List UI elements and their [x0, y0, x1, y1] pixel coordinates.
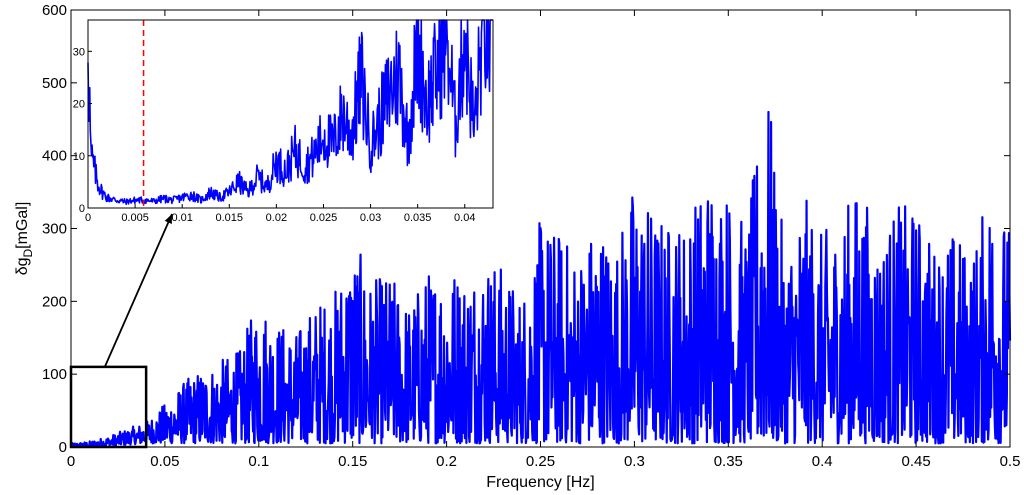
- inset-y-tick-label: 0: [79, 203, 85, 215]
- zoom-arrow-head: [164, 214, 172, 224]
- inset-y-tick-label: 20: [73, 99, 85, 111]
- inset-x-tick-label: 0.03: [360, 212, 381, 224]
- y-tick-label: 200: [42, 293, 67, 310]
- inset-axes-frame: [87, 19, 494, 209]
- x-tick-label: 0.25: [526, 453, 555, 470]
- x-tick-label: 0.2: [436, 453, 457, 470]
- x-tick-label: 0.1: [248, 453, 269, 470]
- inset-y-tick-label: 10: [73, 151, 85, 163]
- x-tick-label: 0: [67, 453, 75, 470]
- x-tick-label: 0.35: [714, 453, 743, 470]
- x-tick-label: 0.3: [624, 453, 645, 470]
- main-series-line: [69, 110, 1012, 448]
- y-axis-title: δgD[mGal]: [14, 202, 35, 276]
- y-tick-label: 300: [42, 221, 67, 238]
- y-axis-title-main: δg: [14, 257, 31, 275]
- inset-x-tick-label: 0.04: [454, 212, 475, 224]
- y-axis-title-subscript: D: [21, 248, 35, 257]
- x-tick-label: 0.5: [1000, 453, 1021, 470]
- inset-plot-area: 0 0.005 0.01 0.015 0.02 0.025 0.03 0.035 0.04 0 10…: [73, 19, 494, 224]
- zoom-arrow-shaft: [103, 213, 173, 368]
- main-annotations: [69, 213, 173, 449]
- inset-y-tick-label: 30: [73, 46, 85, 58]
- main-plot-area: 0 0.05 0.1 0.15 0.2 0.25 0.3 0.35 0.4 0.45 0.50100…: [42, 2, 1020, 470]
- x-axis-title: Frequency [Hz]: [486, 474, 594, 491]
- main-axis-ticks: 0 0.05 0.1 0.15 0.2 0.25 0.3 0.35 0.4 0.45 0.50100…: [42, 2, 1020, 470]
- inset-x-tick-label: 0.01: [171, 212, 192, 224]
- y-tick-label: 500: [42, 75, 67, 92]
- main-data-layer: [69, 110, 1012, 448]
- x-tick-label: 0.45: [901, 453, 930, 470]
- y-tick-label: 600: [42, 2, 67, 19]
- inset-x-tick-label: 0.035: [404, 212, 432, 224]
- y-axis-title-unit: [mGal]: [14, 202, 31, 249]
- inset-axis-ticks: 0 0.005 0.01 0.015 0.02 0.025 0.03 0.035 0.04 0 10…: [73, 46, 476, 224]
- inset-series-line: [87, 19, 494, 206]
- inset-x-tick-label: 0: [85, 212, 91, 224]
- inset-x-tick-label: 0.005: [121, 212, 149, 224]
- x-tick-label: 0.15: [338, 453, 367, 470]
- x-tick-label: 0.4: [812, 453, 833, 470]
- inset-x-tick-label: 0.015: [216, 212, 244, 224]
- inset-data-layer: [87, 19, 494, 208]
- y-tick-label: 0: [59, 439, 67, 456]
- inset-x-tick-label: 0.025: [310, 212, 338, 224]
- zoom-box: [69, 365, 148, 449]
- y-tick-label: 100: [42, 366, 67, 383]
- y-tick-label: 400: [42, 148, 67, 165]
- x-tick-label: 0.05: [150, 453, 179, 470]
- inset-x-tick-label: 0.02: [266, 212, 287, 224]
